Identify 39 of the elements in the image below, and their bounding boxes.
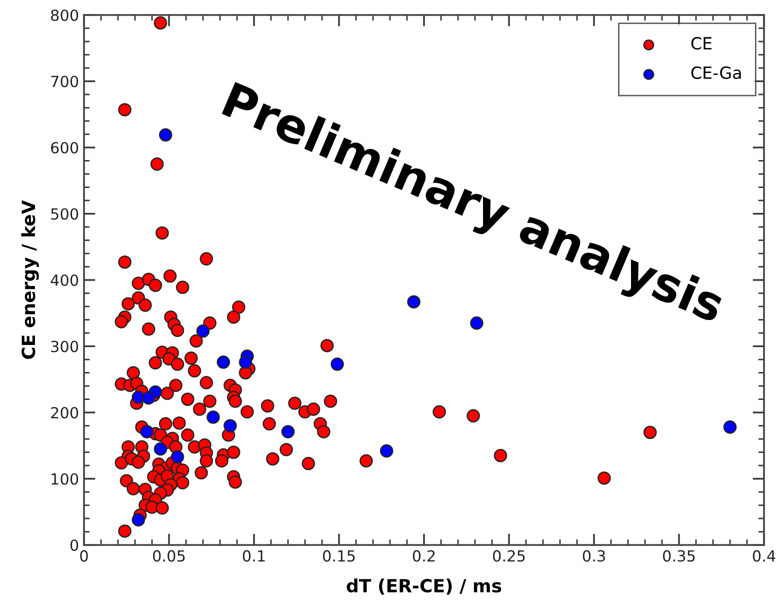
x-tick-label: 0.15	[323, 550, 355, 562]
point	[158, 128, 172, 142]
y-tick-label: 100	[52, 473, 78, 485]
point	[196, 324, 210, 338]
x-tick-label: 0.4	[752, 550, 776, 562]
point	[140, 425, 154, 438]
x-tick-label: 0.25	[493, 550, 525, 562]
point	[470, 316, 484, 330]
point	[142, 391, 156, 405]
point	[170, 450, 184, 464]
x-tick-label: 0.2	[412, 550, 435, 562]
y-tick-label: 400	[50, 274, 78, 286]
y-tick-label: 0	[70, 539, 78, 552]
x-tick-label: 0.3	[582, 550, 605, 562]
point	[330, 358, 344, 371]
legend-label: CE	[691, 36, 712, 50]
point	[380, 444, 394, 458]
point	[407, 295, 420, 308]
x-tick-label: 0.35	[663, 550, 695, 562]
y-tick-label: 800	[51, 9, 78, 22]
point	[224, 419, 237, 432]
x-tick-label: 0.1	[242, 550, 265, 562]
point	[154, 442, 168, 456]
y-tick-label: 300	[51, 340, 78, 352]
x-axis-title: dT (ER-CE) / ms	[346, 578, 502, 595]
point	[206, 410, 220, 424]
point	[238, 356, 252, 369]
y-tick-label: 200	[51, 406, 78, 419]
y-axis-title: CE energy / keV	[21, 200, 39, 359]
point	[132, 513, 146, 526]
point	[723, 420, 737, 434]
legend-label: CE-Ga	[691, 66, 741, 80]
point	[281, 425, 295, 438]
y-tick-label: 600	[51, 142, 78, 154]
y-tick-label: 500	[51, 208, 78, 220]
x-tick-label: 0	[80, 550, 88, 562]
point	[216, 356, 230, 369]
x-tick-label: 0.05	[153, 550, 185, 562]
y-tick-label: 700	[51, 76, 78, 88]
